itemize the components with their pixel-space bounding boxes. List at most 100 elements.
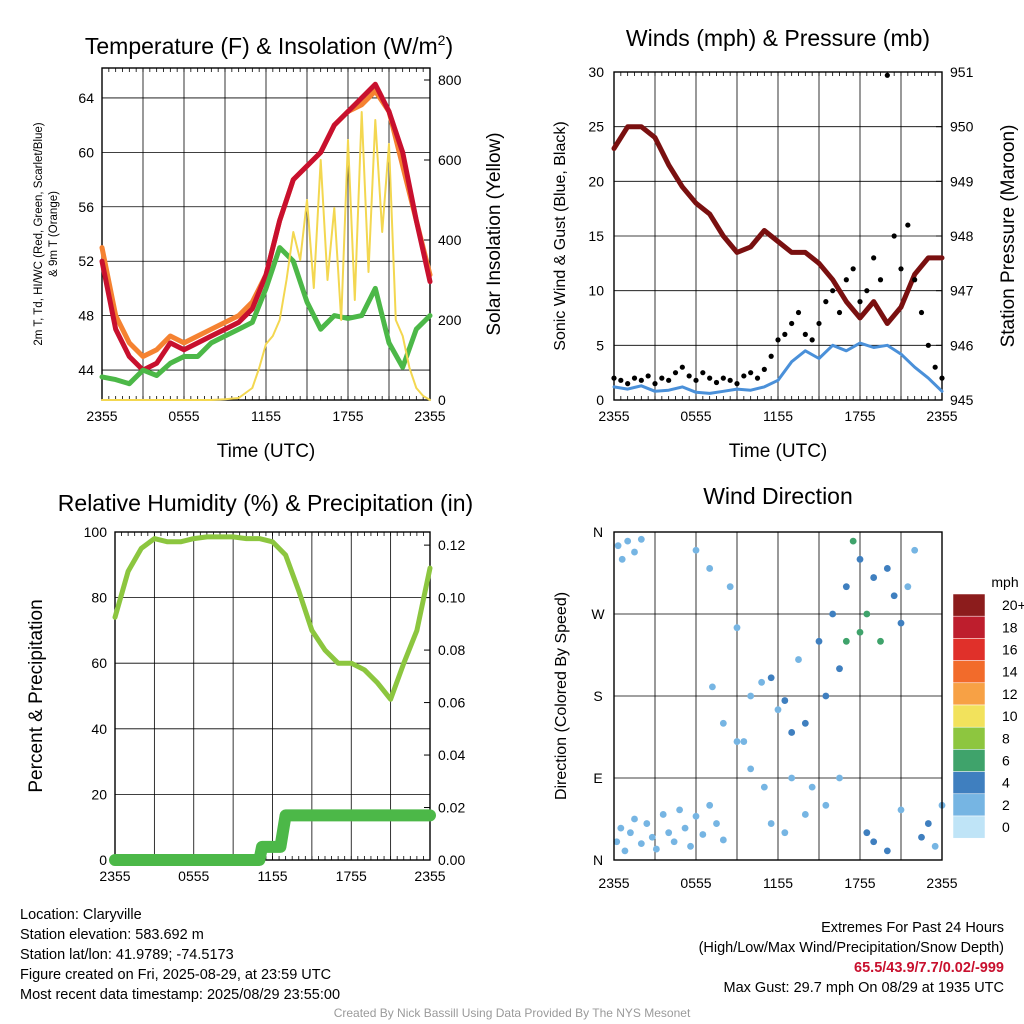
- direction-point: [719, 836, 727, 844]
- gust-point: [843, 277, 849, 283]
- direction-point: [931, 842, 939, 850]
- direction-point: [767, 674, 775, 682]
- y-tick-label: 20: [91, 786, 107, 802]
- chart-title: Wind Direction: [703, 483, 853, 509]
- direction-point: [617, 824, 625, 832]
- y2-tick-label: 0.08: [438, 642, 465, 658]
- x-tick-label: 2355: [414, 868, 445, 884]
- plot-frame: [101, 67, 431, 401]
- gust-point: [625, 381, 631, 387]
- gust-point: [925, 342, 931, 348]
- legend-label: 8: [1002, 730, 1010, 746]
- legend-label: 0: [1002, 819, 1010, 835]
- x-tick-label: 1155: [257, 868, 287, 884]
- direction-point: [687, 842, 694, 850]
- extremes-title: Extremes For Past 24 Hours: [821, 920, 1004, 936]
- y-tick-label: 20: [588, 173, 604, 189]
- legend-title: mph: [991, 574, 1018, 590]
- legend-label: 20+: [1002, 597, 1024, 613]
- gust-point: [864, 288, 870, 294]
- y-tick-label: 30: [588, 64, 604, 80]
- direction-point: [836, 665, 843, 673]
- x-tick-label: 1155: [763, 875, 793, 891]
- gust-point: [836, 309, 843, 316]
- x-tick-label: 2355: [598, 875, 629, 891]
- gust-point: [802, 331, 808, 337]
- y2-tick-label: 0.12: [438, 537, 465, 553]
- y2-tick-label: 946: [950, 337, 974, 353]
- y-tick-label: 80: [91, 590, 107, 606]
- panel-wind-direction: N E S W N 2355 0555 1155 1755 2355 Wind Direction D…: [553, 483, 1024, 891]
- y-tick-label: S: [593, 688, 602, 704]
- direction-point: [870, 574, 878, 581]
- direction-point: [822, 692, 830, 700]
- gust-point: [707, 375, 713, 381]
- legend-swatch: [952, 593, 986, 617]
- x-tick-label: 2355: [86, 408, 117, 424]
- y-tick-label: 48: [78, 308, 94, 324]
- extremes-subtitle: (High/Low/Max Wind/Precipitation/Snow De…: [698, 940, 1004, 956]
- y2-tick-label: 945: [950, 392, 974, 408]
- series-line-1: [99, 81, 433, 373]
- x-tick-label: 1755: [336, 868, 367, 884]
- direction-point: [624, 537, 632, 545]
- direction-point: [659, 811, 667, 818]
- direction-point: [637, 535, 645, 543]
- figure-created: Figure created on Fri, 2025-08-29, at 23…: [20, 967, 332, 983]
- gust-point: [905, 222, 911, 228]
- direction-point: [758, 678, 765, 686]
- legend-label: 10: [1002, 708, 1018, 724]
- direction-point: [788, 774, 796, 782]
- direction-point: [918, 833, 925, 841]
- credit-line: Created By Nick Bassill Using Data Provi…: [333, 1006, 691, 1020]
- y-tick-label: 15: [588, 228, 604, 244]
- direction-point: [863, 829, 871, 837]
- y2-tick-label: 0: [438, 392, 446, 408]
- direction-point: [747, 765, 755, 773]
- direction-point: [911, 546, 919, 554]
- gust-point: [795, 309, 802, 316]
- panel-temperature: 2355 0555 1155 1755 2355 44 48 52 56 60 64 0 200 400 6…: [33, 32, 505, 462]
- y-tick-label: 64: [78, 90, 94, 106]
- gust-point: [713, 379, 720, 386]
- y2-tick-label: 951: [950, 64, 974, 80]
- gust-point: [672, 370, 679, 376]
- gust-point: [898, 266, 904, 272]
- legend-swatch: [952, 815, 986, 839]
- y2-tick-label: 950: [950, 119, 974, 135]
- gust-point: [645, 373, 651, 379]
- direction-point: [618, 555, 626, 563]
- gust-point: [884, 72, 890, 78]
- direction-point: [747, 692, 755, 700]
- gust-point: [727, 377, 733, 383]
- x-tick-label: 2355: [926, 408, 957, 424]
- gust-point: [857, 299, 863, 305]
- y2-tick-label: 0.06: [438, 695, 465, 711]
- direction-point: [822, 801, 830, 809]
- legend-swatch: [952, 615, 986, 639]
- direction-point: [648, 833, 656, 841]
- gust-point: [659, 375, 665, 381]
- direction-point: [621, 847, 629, 855]
- direction-point: [808, 783, 816, 791]
- y-tick-label: N: [593, 524, 603, 540]
- x-tick-label: 0555: [168, 408, 199, 424]
- direction-point: [652, 845, 660, 853]
- direction-point: [856, 628, 864, 636]
- y-tick-label: W: [591, 606, 605, 622]
- x-axis-label: Time (UTC): [217, 441, 316, 462]
- y2-tick-label: 600: [438, 152, 462, 168]
- direction-point: [699, 831, 707, 838]
- x-tick-label: 2355: [598, 408, 629, 424]
- direction-point: [637, 840, 645, 847]
- station-latlon: Station lat/lon: 41.9789; -74.5173: [20, 947, 234, 963]
- legend-swatch: [952, 638, 986, 661]
- direction-point: [842, 637, 850, 645]
- plot-frame: [613, 531, 943, 861]
- gust-point: [939, 375, 945, 381]
- direction-point: [829, 610, 837, 618]
- legend-label: 12: [1002, 686, 1018, 702]
- gust-point: [700, 370, 706, 376]
- x-tick-label: 1155: [251, 408, 281, 424]
- direction-point: [713, 820, 720, 827]
